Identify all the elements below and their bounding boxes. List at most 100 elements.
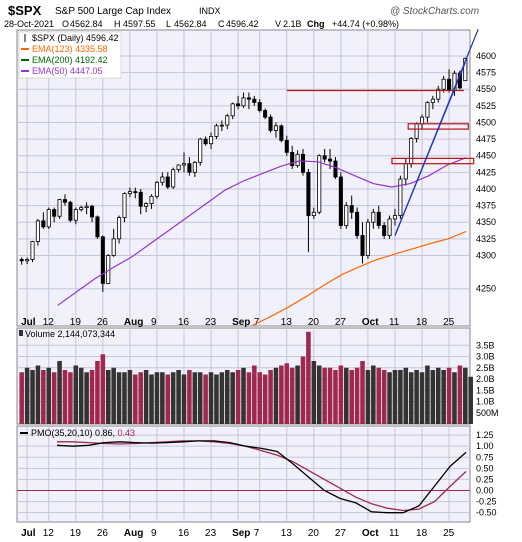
x-tick-label-bottom: 25 xyxy=(443,528,455,539)
candle-body xyxy=(306,171,311,216)
volume-bar xyxy=(311,361,317,424)
x-tick-label-bottom: 13 xyxy=(281,528,293,539)
candle-body xyxy=(333,160,338,178)
volume-bar xyxy=(89,370,95,424)
candle-body xyxy=(414,123,419,139)
volume-bar xyxy=(446,367,452,424)
volume-bar xyxy=(414,370,419,424)
candle-body xyxy=(181,163,187,166)
candle-body xyxy=(133,191,138,194)
volume-bar xyxy=(176,370,181,424)
candle-body xyxy=(154,181,159,197)
x-tick-label: Jul xyxy=(21,317,36,328)
volume-bar xyxy=(62,370,68,424)
volume-bar xyxy=(95,361,100,424)
volume-bar xyxy=(425,365,430,424)
candle-body xyxy=(187,163,192,173)
candle-body xyxy=(387,218,392,236)
volume-bar xyxy=(463,367,468,424)
low-value: 4562.84 xyxy=(174,19,207,29)
x-tick-label: 18 xyxy=(416,317,428,328)
price-axis-label: 4350 xyxy=(476,217,496,227)
volume-bar xyxy=(84,372,89,424)
x-tick-label: 26 xyxy=(97,317,109,328)
x-tick-label: 27 xyxy=(335,317,347,328)
pmo-axis-label: -0.50 xyxy=(476,508,497,518)
x-tick-label-bottom: Sep xyxy=(232,528,250,539)
candle-body xyxy=(322,155,327,160)
volume-bar xyxy=(381,370,387,424)
volume-value-short: 2.1B xyxy=(283,19,302,29)
price-axis-label: 4475 xyxy=(476,134,496,144)
volume-axis-label: 2.5B xyxy=(476,363,495,373)
volume-bar xyxy=(154,372,160,424)
volume-bar xyxy=(235,370,241,424)
x-tick-label-bottom: 18 xyxy=(416,528,428,539)
pmo-signal-line xyxy=(57,440,467,512)
volume-bar xyxy=(457,365,463,424)
volume-bar xyxy=(284,363,290,424)
candle-body xyxy=(430,98,435,103)
price-axis-label: 4450 xyxy=(476,151,496,161)
candle-body xyxy=(403,163,408,180)
volume-bar xyxy=(387,372,392,424)
change-label: Chg xyxy=(307,19,325,29)
volume-bar xyxy=(219,372,225,424)
volume-bar xyxy=(257,372,263,424)
candle-body xyxy=(219,124,224,127)
security-name: S&P 500 Large Cap Index xyxy=(55,6,171,17)
volume-bar xyxy=(408,372,414,424)
pmo-line xyxy=(56,440,467,514)
candle-body xyxy=(355,211,360,236)
volume-bar xyxy=(133,374,138,424)
candle-body xyxy=(203,138,208,145)
x-tick-label: 25 xyxy=(443,317,455,328)
candle-body xyxy=(171,169,176,188)
candle-body xyxy=(122,193,127,218)
candle-body xyxy=(144,203,149,207)
candle-body xyxy=(30,241,35,260)
x-tick-label: Sep xyxy=(232,317,250,328)
x-tick-label: Aug xyxy=(124,317,143,328)
candle-body xyxy=(62,199,68,203)
volume-bar xyxy=(376,367,382,424)
candle-body xyxy=(382,225,387,236)
volume-bar xyxy=(138,372,143,424)
candle-body xyxy=(214,125,219,137)
candle-body xyxy=(95,216,100,238)
volume-bar xyxy=(360,361,365,424)
price-axis-label: 4575 xyxy=(476,68,496,78)
volume-bar xyxy=(295,365,300,424)
x-tick-label: 7 xyxy=(254,317,260,328)
pmo-label: PMO(35,20,10) 0.86, 0.43 xyxy=(31,428,135,438)
pmo-signal-value: 0.43 xyxy=(118,428,136,438)
x-tick-label-bottom: Aug xyxy=(124,528,143,539)
pmo-axis-label: 0.75 xyxy=(476,452,494,462)
volume-bar xyxy=(338,365,344,424)
volume-bar xyxy=(279,365,284,424)
candle-body xyxy=(241,97,246,107)
volume-bar xyxy=(46,367,52,424)
volume-bar xyxy=(349,370,354,424)
candle-body xyxy=(317,155,322,213)
volume-bar xyxy=(100,354,106,424)
volume-axis-label: 1.0B xyxy=(476,397,495,407)
volume-bar xyxy=(300,356,306,424)
volume-bar xyxy=(203,374,208,424)
candle-body xyxy=(392,215,397,220)
volume-bar xyxy=(327,367,333,424)
candle-body xyxy=(79,207,84,210)
candle-body xyxy=(252,98,257,103)
volume-bar xyxy=(73,365,79,424)
candle-body xyxy=(376,211,381,226)
candle-body xyxy=(225,115,230,126)
price-axis-label: 4500 xyxy=(476,117,496,127)
legend-entry: $SPX (Daily) 4596.42 xyxy=(32,33,119,43)
candle-body xyxy=(441,78,446,90)
candle-body xyxy=(209,136,214,145)
pmo-axis-label: -0.25 xyxy=(476,497,497,507)
volume-bar xyxy=(105,370,111,424)
volume-label-short: V xyxy=(275,19,281,29)
price-axis-label: 4325 xyxy=(476,234,496,244)
